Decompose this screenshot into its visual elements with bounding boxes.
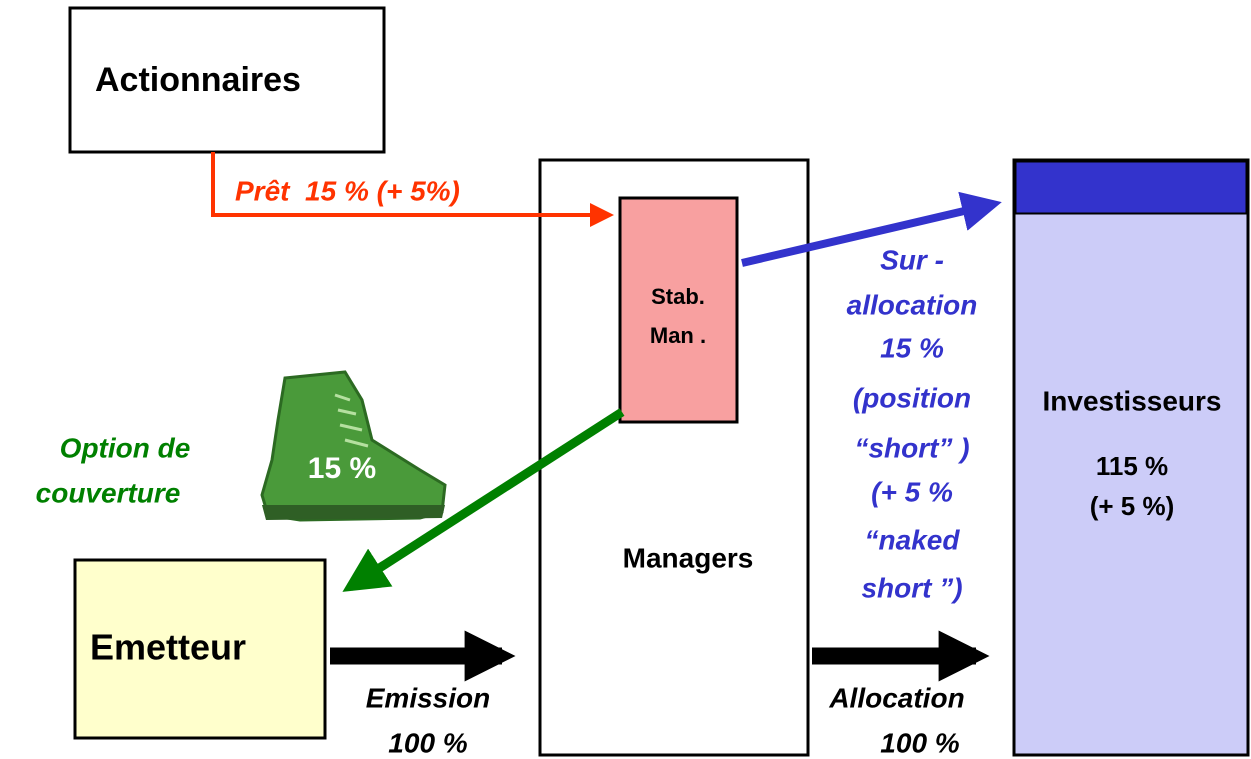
surallocation-line: short ”): [861, 572, 962, 603]
pret-label: Prêt 15 % (+ 5%): [235, 175, 460, 206]
managers-label: Managers: [623, 542, 754, 573]
investisseurs-detail: 115 %: [1096, 451, 1168, 481]
surallocation-line: allocation: [847, 289, 978, 320]
emission-label: 100 %: [388, 727, 467, 758]
emetteur-label: Emetteur: [90, 627, 246, 668]
surallocation-line: (+ 5 %: [871, 476, 953, 507]
surallocation-line: 15 %: [880, 332, 944, 363]
investisseurs-top: [1016, 162, 1247, 214]
diagram: 15 % Actionnaires Stab. Man . Managers I…: [0, 0, 1251, 759]
option-label: couverture: [36, 477, 181, 508]
surallocation-line: “naked: [865, 524, 961, 555]
option-label: Option de: [60, 432, 191, 463]
boot-label: 15 %: [308, 452, 376, 485]
surallocation-line: (position: [853, 382, 971, 413]
body: {"nodes": [ {"label": "Actionnaires"}, {…: [0, 0, 1251, 759]
allocation-label: 100 %: [880, 727, 959, 758]
stab-label: Man .: [650, 323, 706, 348]
investisseurs-detail: (+ 5 %): [1090, 491, 1175, 521]
stab-label: Stab.: [651, 284, 705, 309]
surallocation-line: “short” ): [854, 432, 969, 463]
boot-icon: 15 %: [262, 372, 445, 520]
allocation-label: Allocation: [828, 682, 964, 713]
surallocation-line: Sur -: [880, 244, 944, 275]
surallocation-label: Sur - allocation 15 % (position “short” ) (+ …: [847, 244, 978, 603]
emission-label: Emission: [366, 682, 490, 713]
page: Diagram html, body { margin: 0; padding:…: [0, 0, 1251, 759]
stab-box: [620, 198, 737, 422]
actionnaires-label: Actionnaires: [95, 61, 301, 99]
investisseurs-label: Investisseurs: [1043, 385, 1222, 416]
